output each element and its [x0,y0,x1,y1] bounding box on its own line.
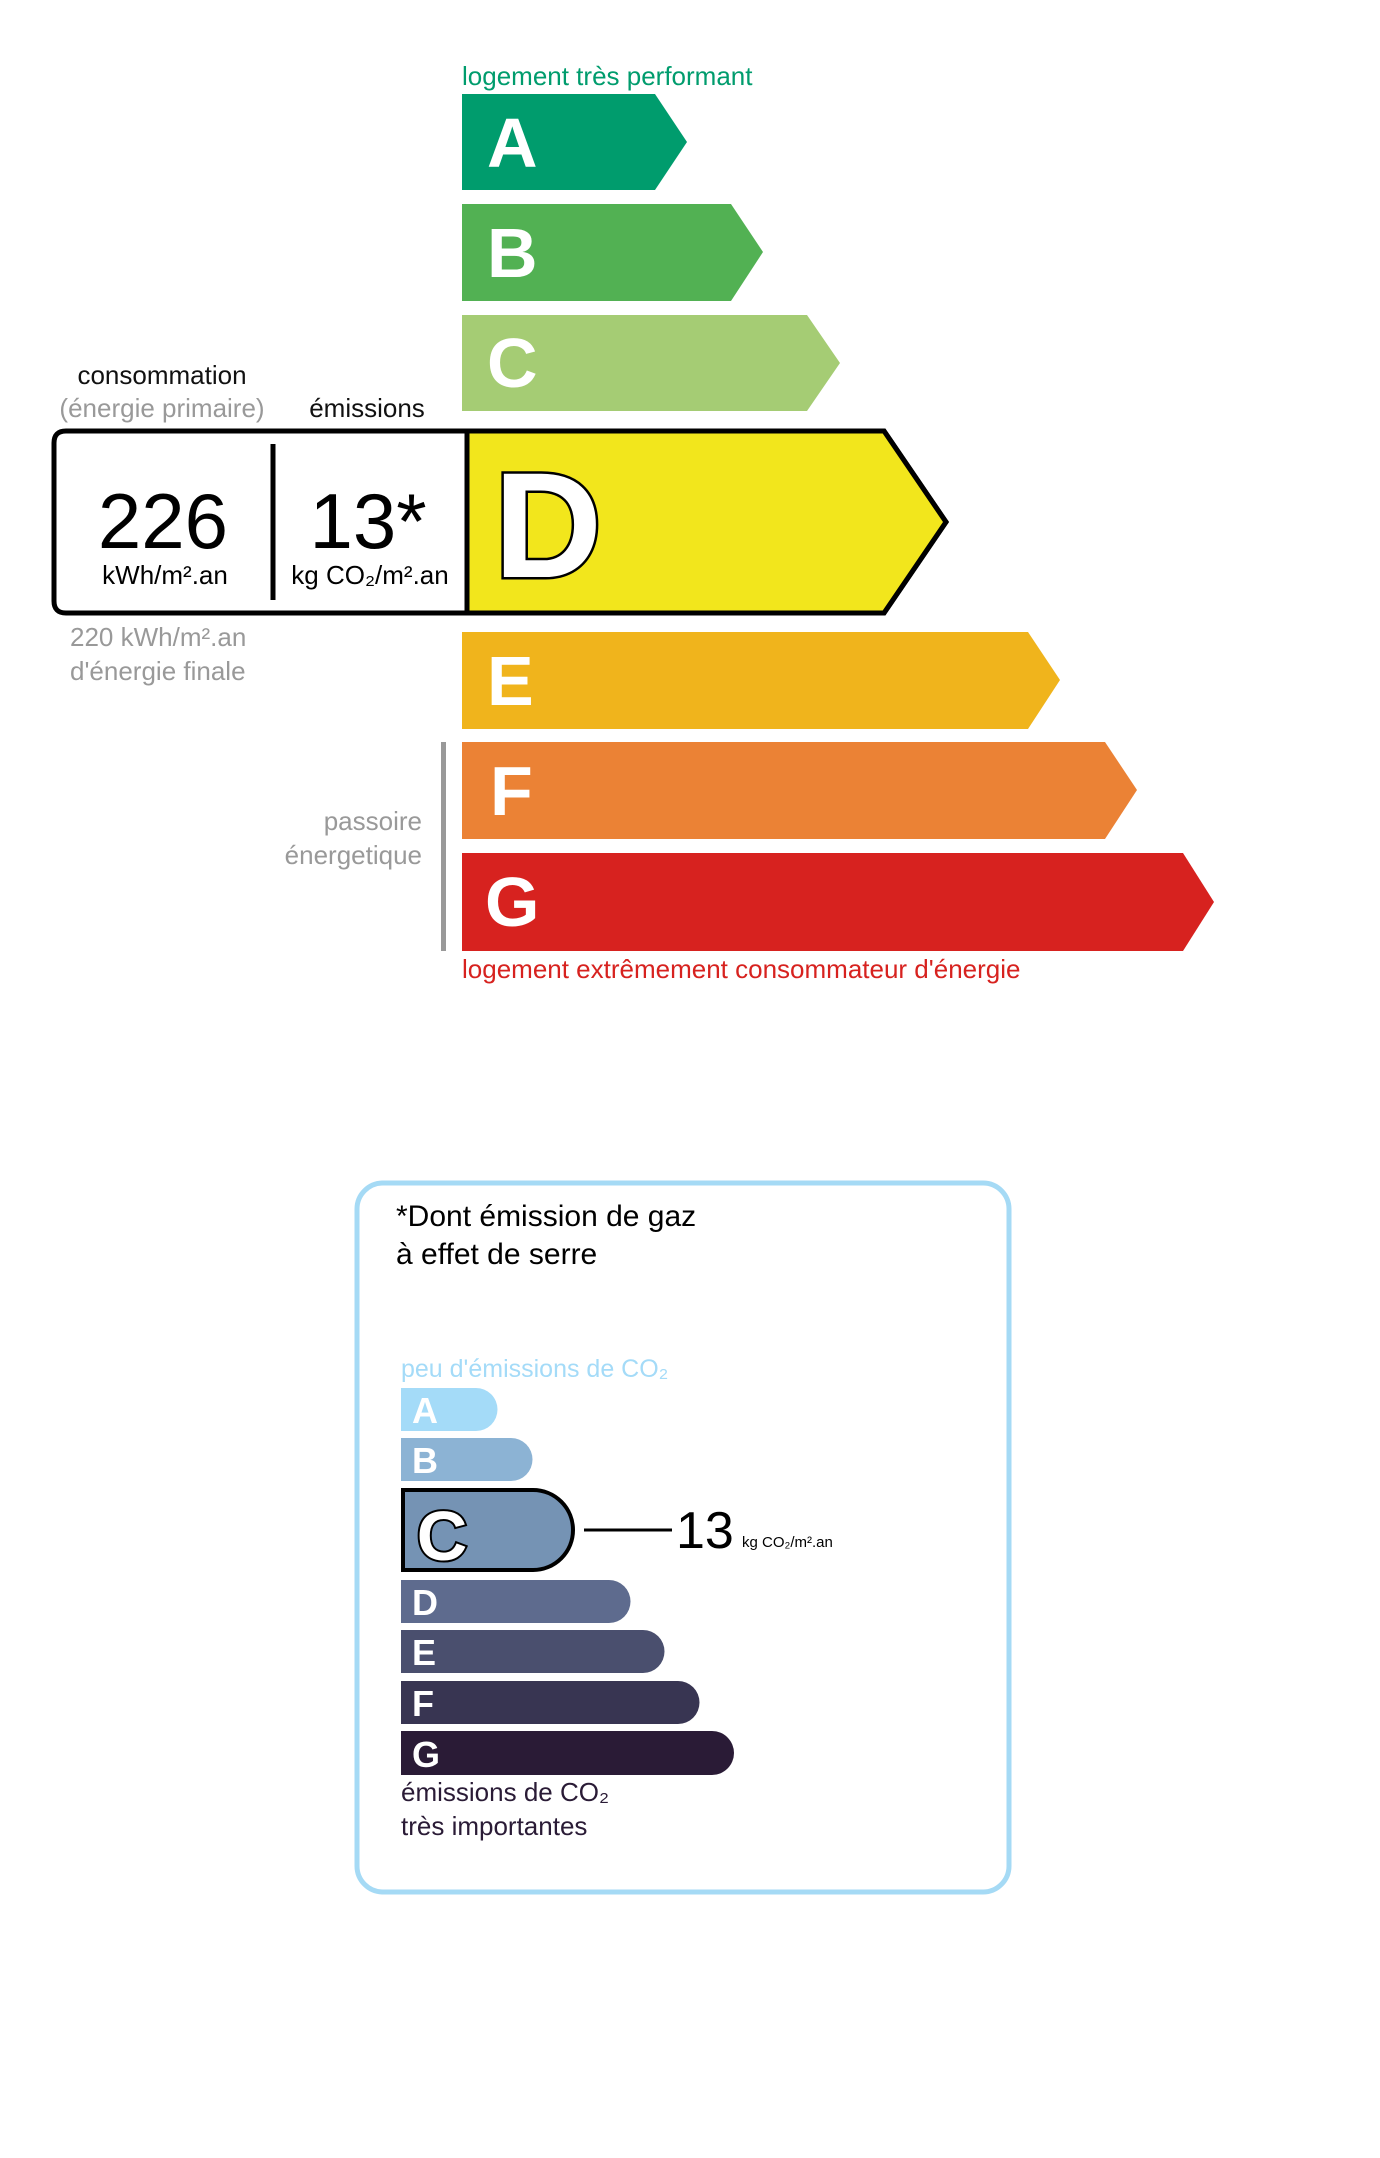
ges-value: 13 [676,1502,734,1560]
svg-text:A: A [487,104,538,182]
svg-text:B: B [412,1440,438,1481]
class-bar-c: C [462,315,840,411]
svg-text:A: A [412,1390,438,1431]
current-class-letter: D [494,441,602,609]
final-energy-value: 220 kWh/m².an [70,622,246,652]
class-bar-f: F [462,742,1137,839]
current-class-box: D 226 kWh/m².an 13* kg CO₂/m².an [51,428,950,616]
ges-title-line2: à effet de serre [396,1238,597,1271]
class-bar-b: B [462,204,763,301]
class-bar-g: G [462,853,1214,951]
ges-bottom-label-line1: émissions de CO₂ [401,1777,609,1807]
consumption-value: 226 [98,477,228,565]
emissions-header: émissions [309,393,425,423]
class-bar-a: A [462,94,687,190]
class-bar-e: E [462,632,1060,729]
passoire-label-line2: énergetique [285,840,422,870]
ges-bar-c-current: C [401,1488,575,1577]
svg-text:D: D [412,1582,438,1623]
passoire-divider [441,742,446,951]
ges-bar-a: A [401,1387,498,1431]
ges-bar-g: G [401,1731,734,1775]
svg-text:F: F [490,752,533,830]
consumption-unit: kWh/m².an [102,560,228,590]
ges-bar-b: B [401,1438,533,1481]
svg-text:E: E [412,1632,436,1673]
passoire-label-line1: passoire [324,806,422,836]
ges-bottom-label-line2: très importantes [401,1811,587,1841]
svg-text:G: G [485,863,539,941]
final-energy-label: d'énergie finale [70,656,246,686]
svg-text:C: C [487,324,538,402]
ges-bar-f: F [401,1681,700,1724]
ges-top-label: peu d'émissions de CO₂ [401,1355,668,1383]
ges-bar-d: D [401,1580,631,1623]
ges-title-line1: *Dont émission de gaz [396,1200,696,1233]
emissions-unit: kg CO₂/m².an [291,560,448,590]
ges-bar-e: E [401,1630,665,1673]
ges-unit: kg CO₂/m².an [742,1534,833,1551]
bottom-label: logement extrêmement consommateur d'éner… [462,954,1020,984]
svg-text:E: E [487,642,534,720]
top-label: logement très performant [462,61,753,91]
svg-text:C: C [417,1497,468,1575]
consumption-header: consommation [77,360,246,390]
consumption-subheader: (énergie primaire) [59,393,264,423]
emissions-value: 13* [309,477,426,565]
svg-text:B: B [487,214,538,292]
svg-text:F: F [412,1683,434,1724]
svg-text:G: G [412,1734,440,1775]
